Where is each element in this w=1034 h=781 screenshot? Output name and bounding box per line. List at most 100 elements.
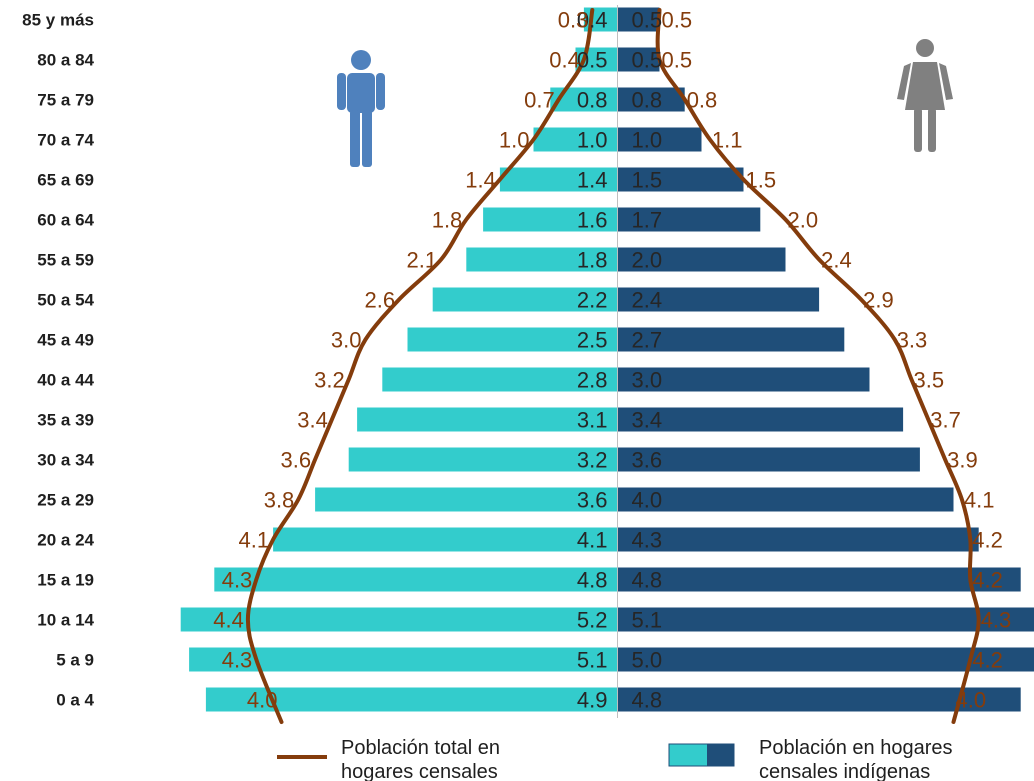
bar-women	[617, 567, 1021, 592]
bar-label-men: 2.5	[577, 328, 608, 353]
legend-item-total: Población total en hogares censales	[277, 737, 500, 781]
bar-men	[533, 127, 618, 152]
age-label: 45 a 49	[37, 331, 94, 350]
bar-women	[617, 367, 870, 392]
value-labels: 0.4 0.50.3 0.50.5 0.50.4 0.50.8 0.80.7 0.81.0 1…	[213, 8, 1011, 713]
bar-label-men: 4.8	[577, 568, 608, 593]
legend-swatch-women	[707, 744, 734, 766]
total-label-women: 0.8	[687, 88, 718, 113]
bar-label-women: 4.3	[632, 528, 663, 553]
bar-men	[357, 407, 618, 432]
bar-label-women: 1.7	[632, 208, 663, 233]
bar-label-women: 2.4	[632, 288, 663, 313]
total-label-men: 4.3	[222, 568, 253, 593]
total-label-men: 3.0	[331, 328, 362, 353]
total-label-men: 0.4	[549, 48, 580, 73]
bar-women	[617, 527, 979, 552]
bar-label-men: 2.2	[577, 288, 608, 313]
total-label-women: 3.9	[947, 448, 978, 473]
bar-women	[617, 7, 660, 32]
bar-women	[617, 287, 820, 312]
legend-label-total-line2: hogares censales	[341, 761, 498, 781]
bar-label-men: 4.1	[577, 528, 608, 553]
bar-label-men: 3.2	[577, 448, 608, 473]
age-label: 50 a 54	[37, 291, 94, 310]
bar-men	[348, 447, 618, 472]
total-curve-men	[245, 8, 595, 724]
bar-label-women: 3.6	[632, 448, 663, 473]
age-label: 80 a 84	[37, 51, 94, 70]
bar-men	[180, 607, 618, 632]
total-label-women: 4.2	[972, 568, 1003, 593]
legend-label-total-line1: Población total en	[341, 737, 500, 759]
legend-label-indigenous-line2: censales indígenas	[759, 761, 930, 781]
bar-label-women: 5.1	[632, 608, 663, 633]
age-label: 15 a 19	[37, 571, 94, 590]
bar-label-women: 4.0	[632, 488, 663, 513]
bar-label-women: 4.8	[632, 568, 663, 593]
bar-men	[315, 487, 618, 512]
bar-label-men: 0.4	[577, 8, 608, 33]
bar-label-men: 3.1	[577, 408, 608, 433]
total-label-women: 4.0	[956, 688, 987, 713]
total-label-men: 1.0	[499, 128, 530, 153]
total-label-men: 4.0	[247, 688, 278, 713]
bar-label-women: 2.7	[632, 328, 663, 353]
age-label: 40 a 44	[37, 371, 94, 390]
total-label-men: 4.4	[213, 608, 244, 633]
bar-men	[483, 207, 618, 232]
bar-women	[617, 247, 786, 272]
bar-men	[466, 247, 618, 272]
total-label-men: 0.3	[558, 8, 589, 33]
legend-swatch-border	[668, 743, 735, 767]
total-label-women: 2.4	[821, 248, 852, 273]
age-label: 0 a 4	[56, 691, 94, 710]
man-icon	[337, 50, 385, 167]
total-label-men: 1.4	[465, 168, 496, 193]
age-label: 65 a 69	[37, 171, 94, 190]
legend: Población total en hogares censales Pobl…	[277, 737, 952, 781]
bar-label-women: 1.0	[632, 128, 663, 153]
age-label: 25 a 29	[37, 491, 94, 510]
bar-women	[617, 487, 954, 512]
age-label: 10 a 14	[37, 611, 94, 630]
bar-men	[382, 367, 618, 392]
woman-icon	[897, 39, 953, 152]
bar-label-men: 1.8	[577, 248, 608, 273]
age-label: 55 a 59	[37, 251, 94, 270]
bar-label-men: 5.1	[577, 648, 608, 673]
bar-men	[432, 287, 618, 312]
bar-label-men: 0.8	[577, 88, 608, 113]
total-label-women: 4.2	[972, 648, 1003, 673]
total-label-women: 2.0	[788, 208, 819, 233]
total-curve-women	[655, 8, 981, 724]
bars	[180, 7, 1034, 712]
bar-label-men: 1.0	[577, 128, 608, 153]
total-label-women: 4.3	[981, 608, 1012, 633]
age-label: 85 y más	[22, 11, 94, 30]
bar-label-men: 3.6	[577, 488, 608, 513]
total-label-men: 3.4	[297, 408, 328, 433]
age-label: 5 a 9	[56, 651, 94, 670]
total-label-men: 4.1	[239, 528, 270, 553]
bar-label-women: 1.5	[632, 168, 663, 193]
total-label-women: 3.5	[914, 368, 945, 393]
bar-women	[617, 47, 660, 72]
bar-label-men: 0.5	[577, 48, 608, 73]
total-label-men: 0.7	[524, 88, 555, 113]
total-label-women: 0.5	[662, 8, 693, 33]
total-label-men: 2.6	[365, 288, 396, 313]
total-population-curves	[245, 8, 981, 724]
bar-men	[499, 167, 618, 192]
total-label-women: 4.2	[972, 528, 1003, 553]
bar-label-men: 1.6	[577, 208, 608, 233]
total-label-women: 3.7	[930, 408, 961, 433]
total-label-women: 3.3	[897, 328, 928, 353]
bar-women	[617, 647, 1034, 672]
bar-label-women: 2.0	[632, 248, 663, 273]
total-label-women: 4.1	[964, 488, 995, 513]
total-label-men: 2.1	[407, 248, 438, 273]
bar-women	[617, 127, 702, 152]
total-label-men: 3.8	[264, 488, 295, 513]
